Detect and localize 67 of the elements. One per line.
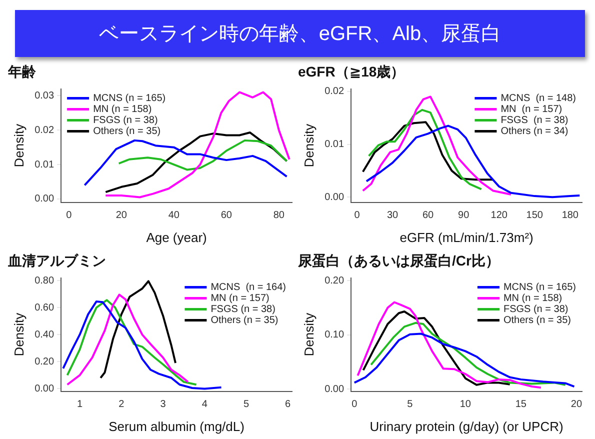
y-tick-label: 0.00 xyxy=(34,383,54,394)
legend-label: FSGS (n = 38) xyxy=(210,304,276,316)
x-tick-label: 20 xyxy=(116,210,128,222)
y-axis-title: Density xyxy=(301,123,316,168)
x-tick-label: 0 xyxy=(66,210,72,222)
legend-label: MCNS (n = 165) xyxy=(503,282,576,294)
x-tick-label: 30 xyxy=(386,210,399,222)
legend-label: MN (n = 157) xyxy=(210,293,270,304)
y-tick-label: 0.00 xyxy=(324,384,344,395)
x-tick-label: 120 xyxy=(490,210,508,222)
x-tick-label: 5 xyxy=(407,399,414,410)
y-tick-label: 0.20 xyxy=(324,275,344,286)
chart-title: eGFR（≧18歳） xyxy=(298,63,405,80)
x-tick-label: 60 xyxy=(422,210,434,222)
legend-label: MN (n = 157) xyxy=(500,104,562,116)
x-axis-title: eGFR (mL/min/1.73m²) xyxy=(400,230,534,245)
x-tick-label: 2 xyxy=(118,399,125,410)
legend-label: Others (n = 35) xyxy=(503,315,572,326)
y-axis-title: Density xyxy=(301,312,316,356)
x-tick-label: 1 xyxy=(77,399,84,410)
y-tick-label: 0.02 xyxy=(34,124,54,136)
x-axis-title: Urinary protein (g/day) (or UPCR) xyxy=(370,418,564,434)
x-tick-label: 20 xyxy=(570,399,582,410)
legend-label: Others (n = 35) xyxy=(210,315,278,326)
x-tick-label: 0 xyxy=(352,399,358,410)
legend-label: FSGS (n = 38) xyxy=(503,304,568,316)
chart-title: 尿蛋白（あるいは尿蛋白/Cr比） xyxy=(297,252,500,268)
legend-label: MCNS (n = 148) xyxy=(500,93,576,104)
y-axis-title: Density xyxy=(11,123,26,168)
x-tick-label: 15 xyxy=(515,399,527,410)
y-tick-label: 0.00 xyxy=(34,194,54,205)
y-tick-label: 0.40 xyxy=(34,329,54,340)
text: ベースライン時の年齢、eGFR、Alb、尿蛋白 xyxy=(15,10,585,57)
legend-label: Others (n = 34) xyxy=(500,126,568,138)
x-tick-label: 10 xyxy=(460,399,472,410)
x-tick-label: 80 xyxy=(273,210,285,222)
y-tick-label: 0.01 xyxy=(34,159,54,170)
y-tick-label: 0.10 xyxy=(324,330,344,341)
y-axis-title: Density xyxy=(11,312,26,356)
chart-title: 年齢 xyxy=(7,63,37,80)
x-axis-title: Age (year) xyxy=(146,230,207,245)
x-tick-label: 180 xyxy=(562,210,579,222)
legend-label: Others (n = 35) xyxy=(93,126,161,138)
y-tick-label: 0.80 xyxy=(34,275,54,286)
x-tick-label: 6 xyxy=(285,399,292,410)
y-tick-label: 0.20 xyxy=(34,356,54,368)
legend-label: MN (n = 158) xyxy=(93,104,152,116)
y-tick-label: 0.02 xyxy=(324,86,344,98)
x-tick-label: 90 xyxy=(458,210,470,222)
legend-label: MCNS (n = 164) xyxy=(210,282,286,294)
x-tick-label: 4 xyxy=(202,399,208,410)
x-tick-label: 3 xyxy=(160,399,166,410)
x-axis-title: Serum albumin (mg/dL) xyxy=(108,418,244,434)
x-tick-label: 150 xyxy=(526,210,544,222)
y-tick-label: 0.03 xyxy=(34,90,54,102)
x-tick-label: 40 xyxy=(168,210,180,222)
y-tick-label: 0.60 xyxy=(34,302,54,314)
chart-title: 血清アルブミン xyxy=(7,252,106,268)
legend-label: FSGS (n = 38) xyxy=(500,115,568,126)
y-tick-label: 0.01 xyxy=(324,139,344,150)
x-tick-label: 5 xyxy=(243,399,250,410)
legend-label: FSGS (n = 38) xyxy=(93,115,158,126)
y-tick-label: 0.00 xyxy=(324,192,344,203)
x-tick-label: 0 xyxy=(354,210,360,222)
legend-label: MN (n = 158) xyxy=(503,293,562,304)
legend-label: MCNS (n = 165) xyxy=(93,93,166,104)
x-tick-label: 60 xyxy=(220,210,232,222)
